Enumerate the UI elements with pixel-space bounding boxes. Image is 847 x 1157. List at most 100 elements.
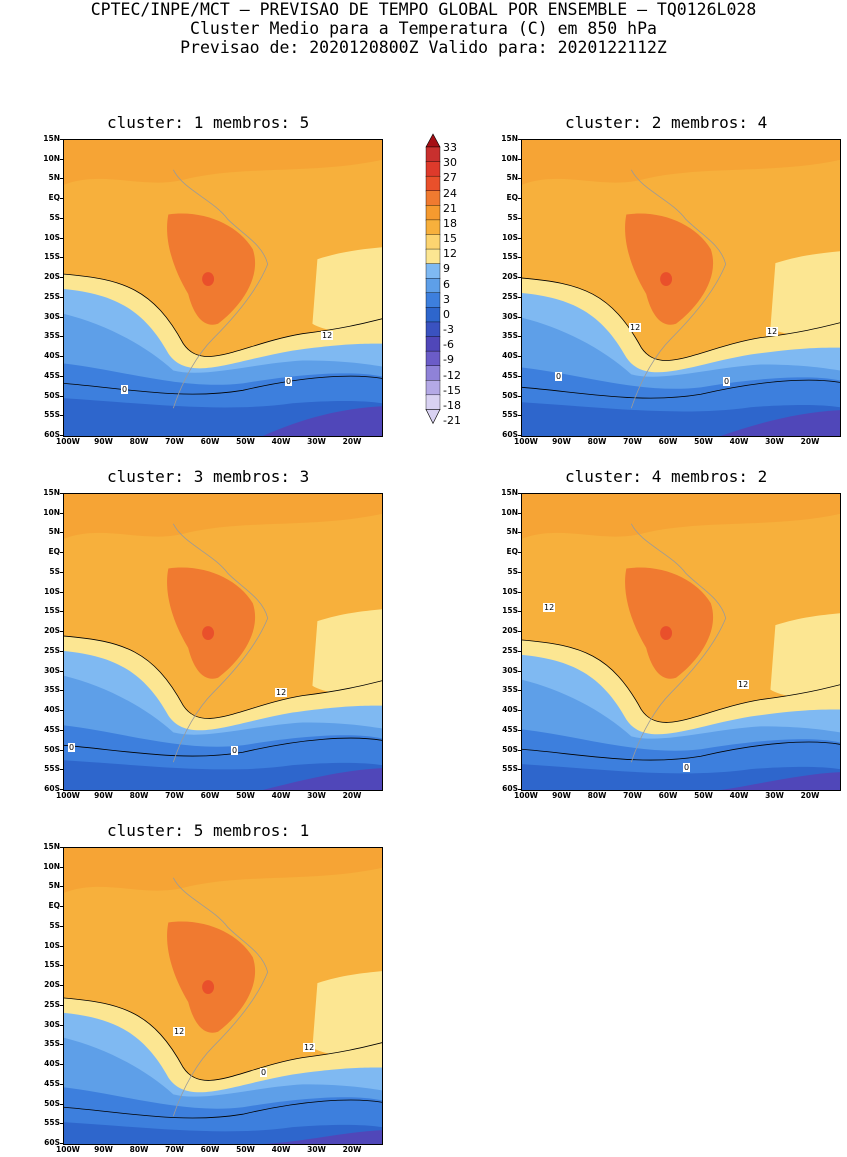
temperature-map-5 xyxy=(63,847,383,1145)
lon-label: 20W xyxy=(342,791,362,800)
lat-label: 10S xyxy=(502,586,518,596)
lat-label: 45S xyxy=(502,724,518,734)
lat-tick xyxy=(60,512,63,514)
colorbar-label: 33 xyxy=(443,141,457,154)
lat-tick xyxy=(60,198,63,200)
lat-tick xyxy=(60,670,63,672)
lat-label: 55S xyxy=(44,764,60,774)
lat-label: 30S xyxy=(44,665,60,675)
lon-label: 40W xyxy=(271,791,291,800)
temperature-map-3 xyxy=(63,493,383,791)
lon-label: 90W xyxy=(94,791,113,800)
contour-label: 0 xyxy=(683,763,691,772)
panel-title-4: cluster: 4 membros: 2 xyxy=(565,467,768,486)
colorbar-swatch xyxy=(425,350,441,367)
lat-label: 15S xyxy=(44,960,60,970)
lat-tick xyxy=(518,336,521,338)
lon-label: 100W xyxy=(56,437,80,446)
lat-tick xyxy=(60,886,63,888)
lon-label: 40W xyxy=(729,437,749,446)
lon-label: 80W xyxy=(129,437,149,446)
lat-label: 35S xyxy=(44,685,60,695)
lat-tick xyxy=(60,749,63,751)
lat-tick xyxy=(60,945,63,947)
colorbar-label: 21 xyxy=(443,201,457,215)
panel-title-3: cluster: 3 membros: 3 xyxy=(107,467,310,486)
lat-tick xyxy=(60,336,63,338)
lat-label: 60S xyxy=(502,430,518,439)
lat-label: 15N xyxy=(501,134,518,143)
colorbar-swatch xyxy=(425,321,441,338)
lon-label: 60W xyxy=(200,1145,220,1154)
lat-tick xyxy=(60,532,63,534)
lat-tick xyxy=(60,1083,63,1085)
lon-label: 70W xyxy=(165,791,184,800)
lat-tick xyxy=(518,789,521,790)
lon-label: 50W xyxy=(694,791,713,800)
lat-label: 5S xyxy=(49,920,60,930)
lon-label: 100W xyxy=(56,791,80,800)
colorbar-label: -18 xyxy=(443,398,461,412)
lat-label: 55S xyxy=(502,410,518,420)
lon-label: 40W xyxy=(271,437,291,446)
lat-label: 20S xyxy=(502,272,518,282)
panel-title-5: cluster: 5 membros: 1 xyxy=(107,821,310,840)
lat-tick xyxy=(518,237,521,239)
lat-tick xyxy=(60,217,63,219)
lon-label: 50W xyxy=(236,1145,255,1154)
contour-label: 0 xyxy=(121,385,129,394)
lat-label: 50S xyxy=(502,744,518,754)
colorbar-swatch xyxy=(425,234,441,250)
lat-tick xyxy=(60,139,63,140)
lat-label: 60S xyxy=(502,784,518,793)
lat-tick xyxy=(60,710,63,712)
lat-tick xyxy=(60,965,63,967)
lat-label: 5N xyxy=(48,527,61,537)
lon-label: 70W xyxy=(623,791,642,800)
lat-label: 10S xyxy=(44,940,60,950)
lat-tick xyxy=(60,435,63,436)
lat-label: 60S xyxy=(44,1138,60,1147)
lat-tick xyxy=(60,631,63,633)
lon-label: 90W xyxy=(552,437,571,446)
lat-tick xyxy=(60,375,63,377)
lat-label: 10S xyxy=(44,586,60,596)
lat-tick xyxy=(60,316,63,318)
lat-label: 25S xyxy=(44,645,60,655)
lat-label: 55S xyxy=(44,1118,60,1128)
colorbar-label: -9 xyxy=(443,353,454,367)
lon-label: 30W xyxy=(765,437,784,446)
lat-label: 10N xyxy=(501,507,518,517)
colorbar-label: -12 xyxy=(443,368,461,382)
lat-label: EQ xyxy=(506,193,519,203)
lat-label: 35S xyxy=(44,1039,60,1049)
lon-label: 40W xyxy=(729,791,749,800)
lat-label: 40S xyxy=(502,351,518,361)
lat-label: 5S xyxy=(49,212,60,222)
colorbar-swatch xyxy=(425,394,441,411)
lon-label: 60W xyxy=(200,437,220,446)
lon-label: 70W xyxy=(623,437,642,446)
colorbar-label: 3 xyxy=(443,292,450,306)
lat-tick xyxy=(60,1143,63,1144)
header-line-1: CPTEC/INPE/MCT – PREVISAO DE TEMPO GLOBA… xyxy=(90,0,757,19)
contour-label: 0 xyxy=(723,377,731,386)
lat-tick xyxy=(60,1024,63,1026)
lat-label: 30S xyxy=(44,311,60,321)
lat-tick xyxy=(60,1044,63,1046)
lat-tick xyxy=(518,296,521,298)
lat-tick xyxy=(518,690,521,692)
lat-label: 10N xyxy=(501,153,518,163)
colorbar-label: 6 xyxy=(443,277,450,291)
lat-tick xyxy=(518,395,521,397)
lon-label: 70W xyxy=(165,437,184,446)
lat-label: 45S xyxy=(44,1078,60,1088)
lon-label: 30W xyxy=(307,1145,326,1154)
lat-label: 50S xyxy=(502,390,518,400)
lon-label: 60W xyxy=(658,791,678,800)
lat-tick xyxy=(60,729,63,731)
contour-label: 12 xyxy=(543,603,556,612)
lat-label: 40S xyxy=(44,351,60,361)
lat-label: 15S xyxy=(44,252,60,262)
lon-label: 20W xyxy=(342,437,362,446)
